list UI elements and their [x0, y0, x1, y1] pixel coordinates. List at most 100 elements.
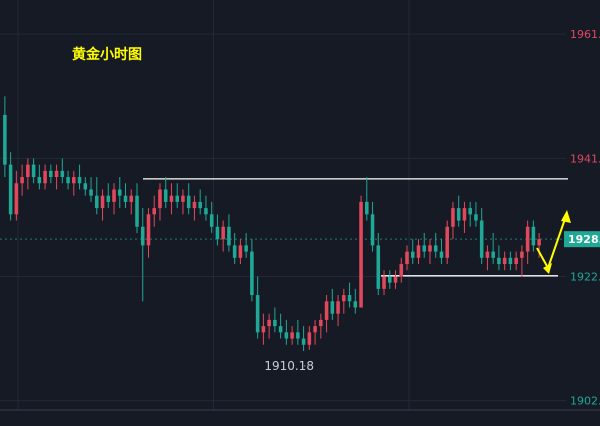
candle-body: [186, 195, 191, 209]
candle-body: [54, 170, 59, 178]
candle-body: [100, 195, 105, 209]
candle-body: [89, 189, 93, 196]
candle-body: [497, 257, 501, 265]
candle-body: [221, 226, 225, 240]
candle-body: [20, 177, 24, 184]
candle-body: [60, 170, 65, 178]
candle-body: [468, 208, 472, 215]
candles: [3, 96, 541, 351]
candle-body: [158, 189, 162, 209]
candle-body: [181, 195, 185, 202]
candle-body: [456, 208, 461, 221]
candle-body: [428, 245, 432, 252]
candle-body: [479, 220, 484, 258]
candle-body: [353, 301, 358, 308]
candle-body: [204, 208, 208, 215]
candle-body: [525, 226, 530, 252]
candle-body: [255, 295, 260, 333]
candle-body: [244, 245, 248, 252]
candle-body: [146, 214, 151, 246]
price-tick-label: 1922.: [570, 270, 600, 283]
candle-body: [26, 164, 30, 178]
candle-body: [129, 195, 134, 202]
candle-body: [537, 239, 541, 246]
candle-body: [152, 208, 157, 215]
candle-body: [273, 319, 277, 327]
candle-body: [43, 170, 47, 184]
candle-body: [284, 332, 289, 339]
candle-body: [123, 195, 128, 202]
candle-body: [491, 251, 495, 258]
low-price-annotation: 1910.18: [264, 359, 314, 373]
candle-body: [514, 257, 518, 265]
candle-body: [313, 326, 317, 333]
candle-body: [474, 214, 478, 221]
candle-body: [77, 177, 82, 184]
candle-body: [393, 276, 398, 283]
candle-body: [336, 301, 340, 314]
candle-body: [83, 183, 88, 190]
candle-body: [49, 170, 53, 178]
candle-body: [365, 201, 369, 215]
candle-body: [267, 319, 271, 327]
price-tick-label: 1941.: [570, 152, 600, 165]
arrow-head-down: [543, 263, 552, 274]
candle-body: [359, 201, 363, 308]
candle-body: [250, 251, 254, 296]
candle-body: [112, 189, 116, 202]
candle-body: [72, 177, 76, 184]
candle-body: [135, 195, 139, 227]
level-lines: [143, 178, 568, 277]
candle-body: [261, 326, 266, 333]
candle-body: [531, 226, 536, 246]
candle-body: [117, 189, 122, 196]
candle-body: [140, 226, 145, 246]
candle-body: [508, 257, 513, 265]
candle-body: [422, 245, 427, 252]
candle-body: [370, 214, 375, 246]
candle-body: [485, 251, 490, 258]
candle-body: [209, 214, 214, 227]
candle-body: [3, 114, 7, 165]
candle-body: [445, 226, 449, 258]
candle-body: [66, 177, 70, 184]
candle-body: [232, 245, 237, 258]
candle-body: [405, 251, 409, 265]
candle-body: [31, 164, 36, 178]
candle-body: [37, 177, 42, 184]
candle-body: [192, 201, 197, 209]
arrow-head-up: [561, 210, 571, 223]
candle-body: [342, 295, 346, 302]
candle-body: [278, 326, 283, 333]
candle-body: [307, 332, 312, 345]
candle-body: [330, 301, 335, 314]
price-tick-label: 1961.: [570, 28, 600, 41]
candle-body: [175, 195, 179, 202]
annotations: 1910.18: [264, 210, 571, 373]
candle-body: [433, 245, 438, 252]
chart-title: 黄金小时图: [72, 46, 142, 63]
candle-body: [382, 276, 386, 289]
candle-body: [376, 245, 381, 289]
candle-body: [106, 195, 111, 202]
candle-body: [198, 201, 202, 209]
candle-body: [520, 251, 524, 258]
candle-body: [215, 226, 220, 240]
candle-body: [290, 332, 294, 339]
candle-body: [324, 301, 329, 320]
candle-body: [163, 189, 168, 202]
candle-body: [227, 226, 231, 246]
candle-body: [296, 332, 300, 339]
current-price-label: 1928.: [568, 233, 600, 246]
candle-body: [8, 164, 13, 215]
candle-body: [95, 195, 99, 209]
candle-body: [462, 208, 467, 221]
price-axis: 1961. 1941. 1922. 1902. 1928.: [564, 28, 600, 408]
candle-body: [451, 208, 455, 227]
candle-body: [301, 338, 306, 345]
candle-body: [169, 195, 174, 202]
candle-body: [439, 251, 444, 258]
candle-body: [319, 319, 323, 327]
candle-body: [410, 251, 415, 258]
